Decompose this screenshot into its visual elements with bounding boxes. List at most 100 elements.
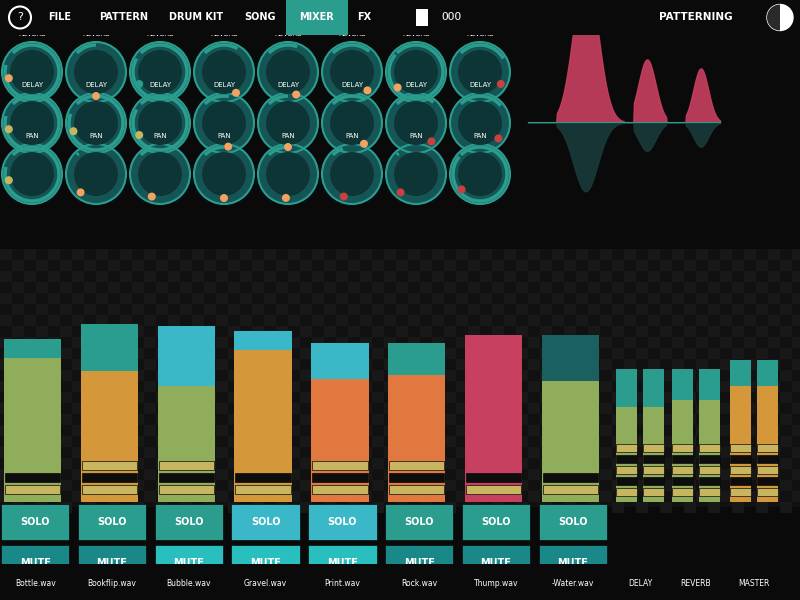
Bar xyxy=(588,370,600,381)
Bar xyxy=(231,504,300,540)
Bar xyxy=(192,381,204,392)
Circle shape xyxy=(202,50,246,94)
Bar xyxy=(396,414,408,425)
Bar xyxy=(348,480,360,491)
Bar xyxy=(600,271,612,282)
Bar xyxy=(192,359,204,370)
Bar xyxy=(72,403,84,414)
Bar xyxy=(96,359,108,370)
Bar xyxy=(612,458,624,469)
Bar xyxy=(96,337,108,348)
Bar xyxy=(732,480,744,491)
Bar xyxy=(696,249,708,260)
Bar xyxy=(684,370,696,381)
Bar xyxy=(81,371,138,502)
Bar xyxy=(300,392,312,403)
Bar xyxy=(84,458,96,469)
Bar xyxy=(468,370,480,381)
Bar xyxy=(660,414,672,425)
Bar xyxy=(192,425,204,436)
Bar xyxy=(216,381,228,392)
Bar xyxy=(396,326,408,337)
Bar xyxy=(492,414,504,425)
Bar xyxy=(456,315,468,326)
Circle shape xyxy=(202,101,246,145)
Bar xyxy=(144,469,156,480)
Bar xyxy=(672,477,693,485)
Bar xyxy=(82,473,138,482)
Bar xyxy=(48,403,60,414)
Bar xyxy=(336,337,348,348)
Bar xyxy=(456,249,468,260)
Bar xyxy=(492,260,504,271)
Text: DELAY: DELAY xyxy=(213,82,235,88)
Bar xyxy=(168,491,180,502)
Bar xyxy=(504,271,516,282)
Bar xyxy=(168,271,180,282)
Bar xyxy=(216,271,228,282)
Bar xyxy=(456,447,468,458)
Bar xyxy=(672,455,693,463)
Circle shape xyxy=(494,134,502,142)
Bar xyxy=(311,379,369,502)
Bar xyxy=(504,381,516,392)
Bar xyxy=(168,293,180,304)
Bar xyxy=(757,386,778,502)
Circle shape xyxy=(497,80,505,88)
Bar xyxy=(72,315,84,326)
Bar xyxy=(480,447,492,458)
Bar xyxy=(416,9,428,26)
Text: Print.wav: Print.wav xyxy=(325,580,360,589)
Bar xyxy=(396,480,408,491)
Bar xyxy=(288,447,300,458)
Bar xyxy=(660,480,672,491)
Bar xyxy=(636,282,648,293)
Bar xyxy=(36,260,48,271)
Bar xyxy=(372,480,384,491)
Bar xyxy=(84,326,96,337)
Bar xyxy=(588,282,600,293)
Bar xyxy=(540,502,552,513)
Bar xyxy=(36,480,48,491)
Bar xyxy=(540,458,552,469)
Bar xyxy=(552,491,564,502)
Bar xyxy=(564,260,576,271)
Bar xyxy=(792,315,800,326)
Bar xyxy=(0,337,12,348)
Bar xyxy=(696,425,708,436)
Bar xyxy=(540,414,552,425)
Bar xyxy=(348,414,360,425)
Bar xyxy=(468,304,480,315)
Bar xyxy=(372,370,384,381)
Bar xyxy=(324,392,336,403)
Bar xyxy=(156,370,168,381)
Bar xyxy=(312,461,367,470)
Bar xyxy=(389,485,445,494)
Bar xyxy=(780,370,792,381)
Bar xyxy=(696,469,708,480)
Text: SOLO: SOLO xyxy=(98,517,126,527)
Bar xyxy=(456,491,468,502)
Bar xyxy=(757,444,778,452)
Text: MASTER: MASTER xyxy=(738,580,770,589)
Bar xyxy=(648,381,660,392)
Bar xyxy=(192,491,204,502)
Bar xyxy=(348,260,360,271)
Text: REVERB: REVERB xyxy=(210,31,238,37)
Bar xyxy=(24,293,36,304)
Bar xyxy=(240,315,252,326)
Bar xyxy=(324,282,336,293)
Bar xyxy=(180,392,192,403)
Circle shape xyxy=(10,152,54,196)
Bar xyxy=(216,249,228,260)
Bar xyxy=(636,370,648,381)
Bar xyxy=(252,436,264,447)
Bar xyxy=(540,370,552,381)
Bar xyxy=(312,469,324,480)
Bar xyxy=(756,282,768,293)
Bar xyxy=(0,249,12,260)
Bar xyxy=(0,0,800,35)
Bar xyxy=(396,260,408,271)
Bar xyxy=(744,337,756,348)
Bar xyxy=(216,491,228,502)
